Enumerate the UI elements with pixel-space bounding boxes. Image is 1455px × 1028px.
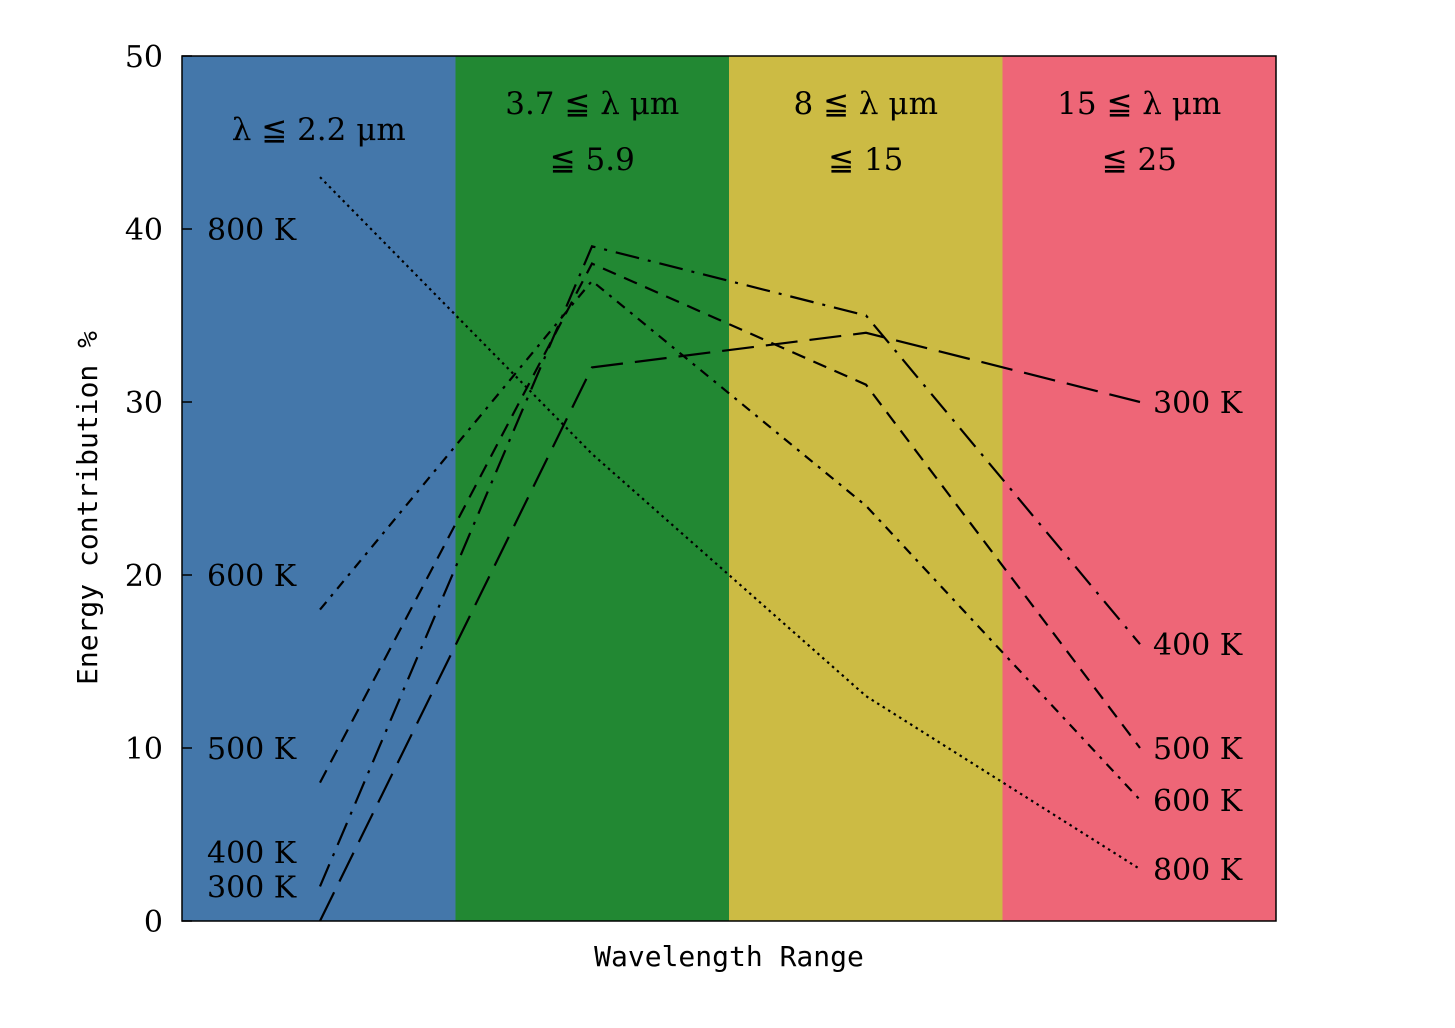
series-line-300k (319, 331, 1141, 922)
band-4-title-line-2: ≦ 25 (1102, 142, 1177, 178)
y-tick-label-30: 30 (125, 386, 163, 421)
series-line-400k (318, 245, 1141, 887)
left-label-300k: 300 K (207, 870, 297, 905)
band-4 (1002, 56, 1276, 921)
left-label-500k: 500 K (207, 732, 297, 767)
wavelength-bands: λ ≦ 2.2 μm 3.7 ≦ λ μm ≦ 5.9 8 ≦ λ μm ≦ 15 15 … (182, 56, 1276, 921)
y-tick-label-20: 20 (125, 559, 163, 594)
y-tick-label-50: 50 (125, 40, 163, 75)
x-axis-title: Wavelength Range (594, 940, 864, 973)
band-2 (455, 56, 729, 921)
band-3 (729, 56, 1003, 921)
band-2-title-line-1: 3.7 ≦ λ μm (505, 86, 679, 122)
y-axis-title: Energy contribution % (71, 331, 104, 685)
right-label-800k: 800 K (1153, 853, 1243, 888)
band-1-title-line-1: λ ≦ 2.2 μm (232, 112, 406, 148)
plot-frame (181, 55, 1277, 922)
y-tick-label-0: 0 (144, 905, 163, 940)
band-3-title-line-1: 8 ≦ λ μm (794, 86, 938, 122)
band-1 (182, 56, 456, 921)
series-lines (318, 176, 1141, 922)
y-tick-label-40: 40 (125, 213, 163, 248)
series-line-600k (319, 279, 1141, 801)
band-2-title-line-2: ≦ 5.9 (550, 142, 635, 178)
right-label-400k: 400 K (1153, 628, 1243, 663)
right-label-500k: 500 K (1153, 732, 1243, 767)
band-3-title-line-2: ≦ 15 (828, 142, 903, 178)
band-4-title-line-1: 15 ≦ λ μm (1057, 86, 1221, 122)
left-label-800k: 800 K (207, 213, 297, 248)
left-label-600k: 600 K (207, 559, 297, 594)
y-tick-label-10: 10 (125, 732, 163, 767)
series-line-500k (319, 262, 1141, 784)
left-label-400k: 400 K (207, 836, 297, 871)
right-label-300k: 300 K (1153, 386, 1243, 421)
right-label-600k: 600 K (1153, 784, 1243, 819)
y-axis-ticks: 0 10 20 30 40 50 (125, 40, 192, 940)
